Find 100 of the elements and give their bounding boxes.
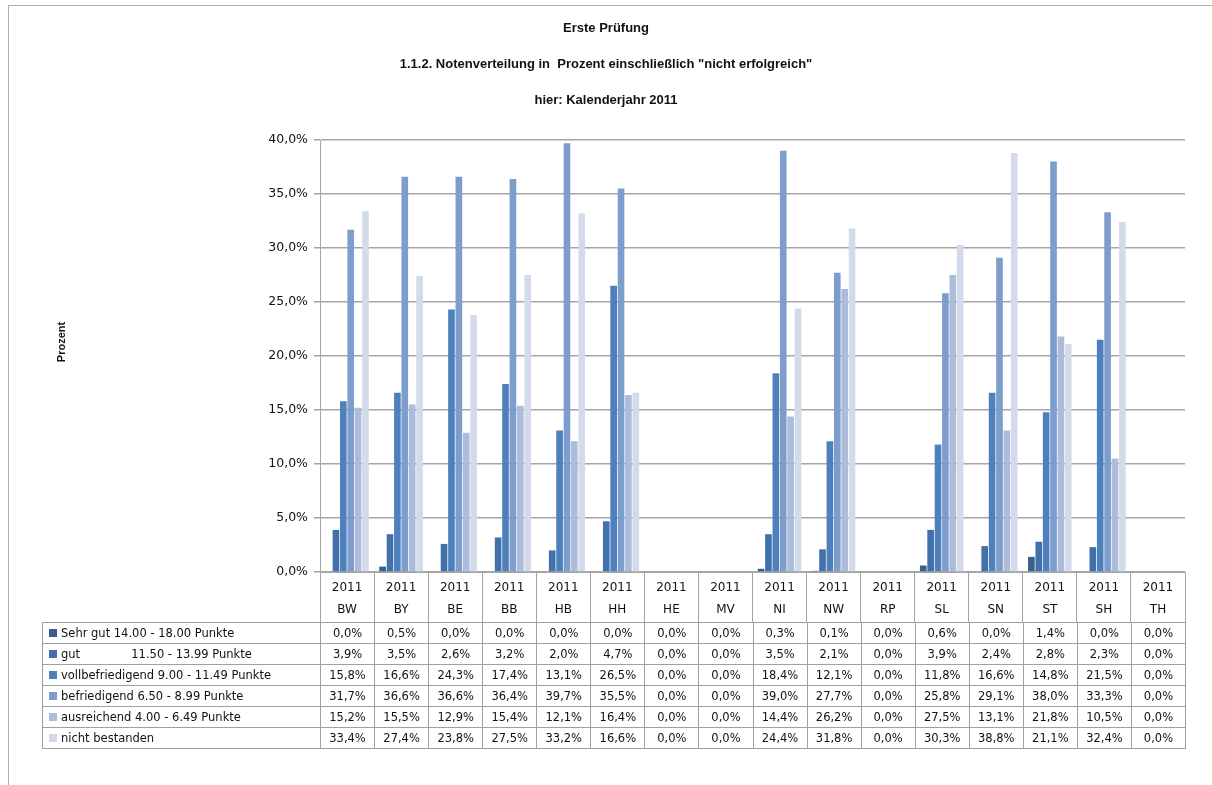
x-tick-label: 2011 ST [1034, 579, 1066, 617]
data-label: 26,5% [590, 664, 645, 686]
x-tick-label: 2011 BY [385, 579, 417, 617]
data-label: 0,0% [644, 706, 699, 728]
bar [1003, 430, 1011, 572]
y-tick-label: 40,0% [268, 131, 309, 147]
x-tick-label: 2011 SL [926, 579, 957, 617]
text: 1.1.2. Notenverteilung in Prozent einschließlich "nicht erfolgreich" hier: Kalenderjahr 2011 [399, 56, 813, 107]
bar [819, 549, 826, 572]
bar [996, 257, 1003, 572]
x-tick-label: 2011 TH [1142, 579, 1174, 617]
bar [556, 430, 563, 572]
data-label: 31,8% [807, 727, 862, 749]
bar [956, 244, 964, 572]
data-label: 2,4% [969, 643, 1024, 665]
data-label: 0,0% [698, 643, 753, 665]
bar [1104, 212, 1111, 572]
data-label: 13,1% [969, 706, 1024, 728]
bar [578, 213, 586, 572]
legend-label: nicht bestanden [42, 727, 321, 749]
data-label: 33,2% [536, 727, 591, 749]
bar [1119, 222, 1126, 572]
y-tick-label: 5,0% [276, 509, 309, 525]
data-label: 27,5% [482, 727, 537, 749]
x-tick-label: 2011 SH [1088, 579, 1120, 617]
bar [919, 565, 927, 572]
data-label: 0,0% [1131, 664, 1186, 686]
data-label: 24,3% [428, 664, 483, 686]
bar [1096, 339, 1104, 572]
bar [340, 401, 347, 572]
bar [942, 293, 949, 572]
data-label: 12,1% [807, 664, 862, 686]
bar [1042, 412, 1050, 572]
bar [1111, 458, 1119, 572]
data-label: 0,0% [698, 685, 753, 707]
bar [1064, 344, 1072, 572]
bar [1035, 541, 1043, 572]
data-label: 15,2% [320, 706, 375, 728]
data-label: 0,0% [644, 643, 699, 665]
bar [347, 229, 355, 572]
x-tick-label: 2011 NW [818, 579, 849, 617]
data-label: 0,0% [482, 622, 537, 644]
data-label: 0,5% [374, 622, 429, 644]
data-label: 0,1% [807, 622, 862, 644]
data-label: 12,1% [536, 706, 591, 728]
y-tick-label: 15,0% [268, 401, 309, 417]
data-label: 10,5% [1077, 706, 1132, 728]
bar [416, 276, 423, 572]
data-label: 11,8% [915, 664, 970, 686]
data-label: 0,6% [915, 622, 970, 644]
data-label: 0,0% [590, 622, 645, 644]
data-label: 0,0% [428, 622, 483, 644]
bar [563, 143, 571, 572]
data-label: 0,0% [1131, 685, 1186, 707]
data-label: 27,5% [915, 706, 970, 728]
bar [1057, 336, 1065, 572]
data-label: 0,0% [644, 727, 699, 749]
data-label: 0,0% [644, 622, 699, 644]
data-label: 16,4% [590, 706, 645, 728]
bar [602, 521, 610, 572]
x-tick-label: 2011 BB [493, 579, 525, 617]
bar [826, 441, 834, 572]
data-label: 3,9% [320, 643, 375, 665]
data-label: 38,0% [1023, 685, 1078, 707]
x-tick-label: 2011 BW [331, 579, 363, 617]
data-label: 0,0% [969, 622, 1024, 644]
x-tick-label: 2011 HB [548, 579, 579, 617]
bar [610, 285, 617, 572]
data-label: 33,3% [1077, 685, 1132, 707]
data-label: 32,4% [1077, 727, 1132, 749]
data-label: 0,0% [644, 664, 699, 686]
y-tick-label: 0,0% [276, 563, 309, 579]
bar [927, 529, 934, 572]
data-label: 13,1% [536, 664, 591, 686]
data-label: 0,0% [861, 685, 916, 707]
data-label: 38,8% [969, 727, 1024, 749]
data-label: 21,8% [1023, 706, 1078, 728]
bar [625, 394, 632, 572]
bar [448, 309, 455, 572]
data-label: 39,0% [753, 685, 808, 707]
y-tick-label: 35,0% [268, 185, 309, 201]
data-label: 0,0% [1077, 622, 1132, 644]
bar [833, 272, 841, 572]
data-label: 15,5% [374, 706, 429, 728]
bar [934, 444, 942, 572]
data-label: 17,4% [482, 664, 537, 686]
data-label: 0,0% [320, 622, 375, 644]
bar [841, 289, 848, 572]
x-tick-label: 2011 MV [710, 579, 741, 617]
x-tick-label: 2011 SN [980, 579, 1012, 617]
bar [524, 275, 532, 572]
bar [1050, 161, 1057, 572]
bar [362, 211, 369, 572]
data-label: 0,0% [1131, 727, 1186, 749]
bar [1010, 152, 1018, 572]
bar [1028, 556, 1035, 572]
data-label: 16,6% [969, 664, 1024, 686]
bar [462, 432, 470, 572]
data-label: 0,0% [861, 664, 916, 686]
data-label: 3,2% [482, 643, 537, 665]
